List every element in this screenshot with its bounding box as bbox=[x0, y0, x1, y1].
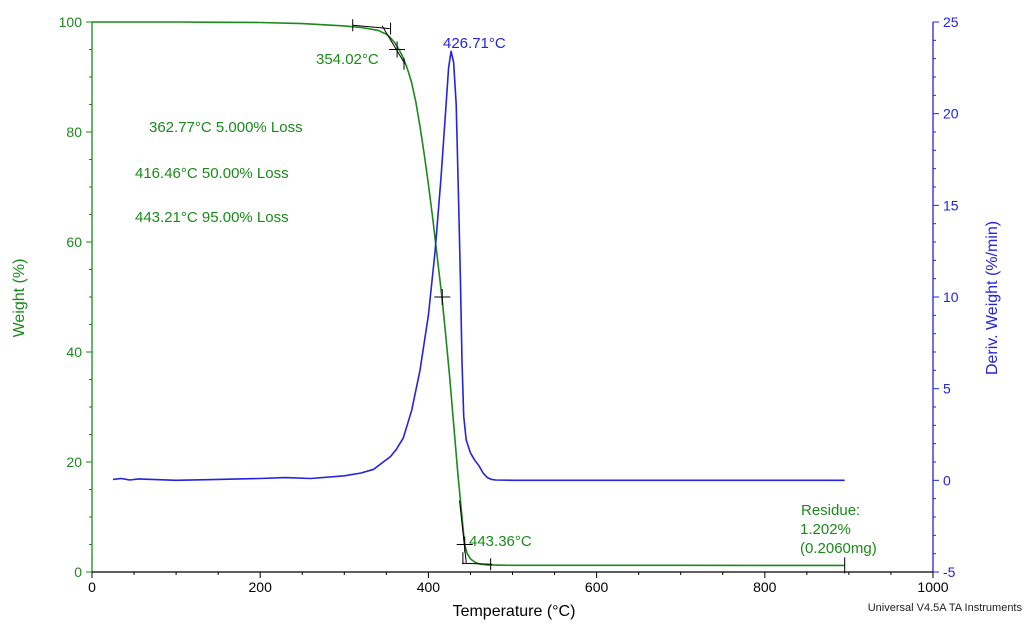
right-y-tick-label: 15 bbox=[943, 197, 959, 213]
x-tick-label: 600 bbox=[585, 579, 609, 595]
left-y-tick-label: 40 bbox=[66, 344, 82, 360]
right-y-tick-label: 25 bbox=[943, 14, 959, 30]
residue-mass-label: (0.2060mg) bbox=[800, 540, 877, 557]
loss-95-label: 443.21°C 95.00% Loss bbox=[135, 209, 289, 226]
x-axis-title: Temperature (°C) bbox=[453, 603, 576, 620]
left-y-axis-title: Weight (%) bbox=[11, 259, 28, 338]
x-tick-label: 400 bbox=[417, 579, 441, 595]
right-y-tick-label: 20 bbox=[943, 106, 959, 122]
right-y-tick-label: 5 bbox=[943, 381, 951, 397]
loss-50-label: 416.46°C 50.00% Loss bbox=[135, 165, 289, 182]
series-group bbox=[92, 21, 845, 567]
right-y-tick-label: 10 bbox=[943, 289, 959, 305]
annotations-group bbox=[352, 19, 846, 574]
weight-curve bbox=[92, 21, 845, 567]
onset-tangent-line bbox=[381, 25, 406, 65]
instrument-credit: Universal V4.5A TA Instruments bbox=[868, 602, 1023, 614]
x-tick-label: 800 bbox=[753, 579, 777, 595]
endset-tangent-line bbox=[462, 562, 493, 565]
deriv-peak-label: 426.71°C bbox=[443, 35, 506, 52]
weight-onset-label: 354.02°C bbox=[316, 51, 379, 68]
right-y-tick-label: 0 bbox=[943, 472, 951, 488]
deriv-weight-curve bbox=[112, 50, 845, 482]
residue-percent-label: 1.202% bbox=[800, 521, 851, 538]
residue-label: Residue: bbox=[801, 502, 860, 519]
loss-5-label: 362.77°C 5.000% Loss bbox=[149, 119, 303, 136]
right-y-axis-title: Deriv. Weight (%/min) bbox=[984, 221, 1001, 375]
endset-label: 443.36°C bbox=[469, 533, 532, 550]
right-y-tick-label: -5 bbox=[943, 564, 956, 580]
x-tick-label: 200 bbox=[249, 579, 273, 595]
axes-group: 0 200 400 600 800 1000 0 20 40 60 80 100 -5 0 5 10 15 20 2… bbox=[59, 14, 959, 595]
left-y-tick-label: 20 bbox=[66, 454, 82, 470]
left-y-tick-label: 0 bbox=[74, 564, 82, 580]
left-y-tick-label: 100 bbox=[59, 14, 83, 30]
x-tick-label: 0 bbox=[88, 579, 96, 595]
left-y-tick-label: 80 bbox=[66, 124, 82, 140]
x-tick-label: 1000 bbox=[917, 579, 948, 595]
left-y-tick-label: 60 bbox=[66, 234, 82, 250]
